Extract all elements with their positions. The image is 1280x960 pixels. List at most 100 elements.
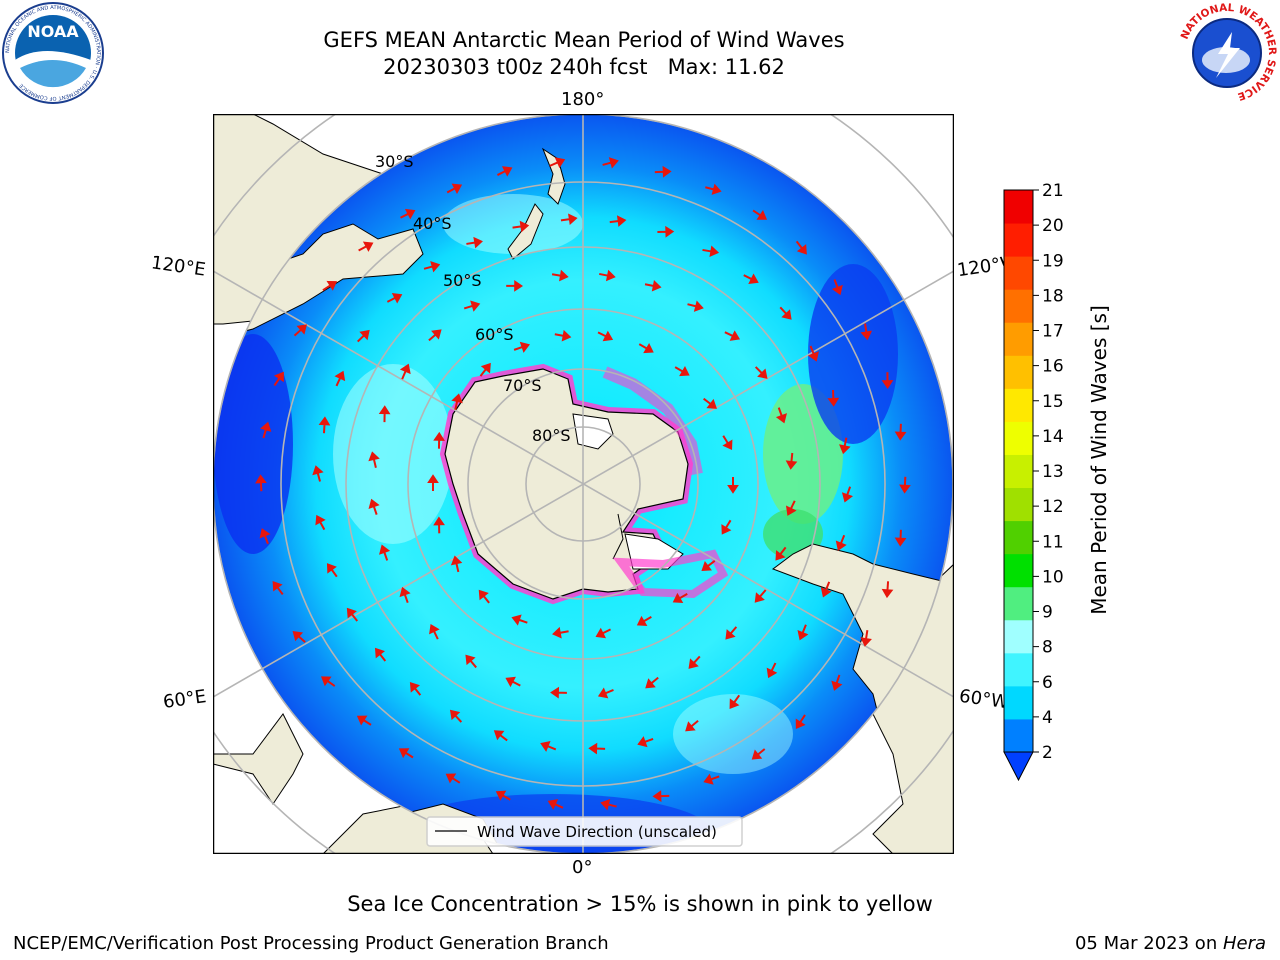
wave-direction-arrow — [752, 209, 768, 220]
lat-label-40s: 40°S — [413, 214, 452, 233]
wave-direction-arrow — [841, 486, 854, 503]
wave-direction-arrow — [399, 586, 411, 604]
lat-label-70s: 70°S — [503, 376, 542, 395]
wave-direction-arrow — [795, 240, 807, 255]
wave-direction-arrow — [322, 280, 338, 292]
wave-direction-arrow — [657, 225, 675, 238]
wave-direction-arrow — [549, 157, 566, 169]
colorbar-bin — [1004, 619, 1033, 654]
wave-direction-arrow — [540, 740, 557, 752]
wave-direction-arrow — [292, 631, 306, 643]
wave-direction-arrow — [399, 363, 411, 380]
colorbar-bin — [1004, 718, 1033, 753]
colorbar-bin — [1004, 355, 1033, 389]
wave-direction-arrow — [894, 529, 907, 547]
colorbar-bin — [1004, 223, 1033, 257]
wave-direction-arrow — [637, 736, 654, 748]
wave-direction-arrow — [595, 627, 612, 639]
wave-direction-arrow — [831, 279, 843, 296]
wave-direction-arrow — [687, 300, 704, 312]
wave-direction-arrow — [881, 372, 894, 390]
wave-direction-arrow — [386, 293, 403, 304]
wave-direction-arrow — [636, 615, 652, 626]
wave-direction-arrow — [899, 476, 911, 494]
wave-direction-arrow — [860, 630, 872, 647]
wave-direction-arrow — [652, 790, 670, 802]
wave-direction-arrow — [259, 528, 271, 545]
colorbar-ticks: 2 4 6 8 9 10 11 12 13 14 15 16 17 18 19 20 21 — [1033, 181, 1064, 763]
colorbar-bin — [1004, 520, 1033, 555]
colorbar-tick-label: 18 — [1042, 286, 1064, 306]
wave-direction-arrow — [703, 397, 717, 409]
wave-direction-arrow — [466, 236, 483, 249]
wave-direction-arrow — [831, 674, 843, 691]
title-line-1: GEFS MEAN Antarctic Mean Period of Wind … — [323, 28, 845, 52]
polar-map: 30°S 40°S 50°S 60°S 70°S 80°S Wind Wave … — [213, 114, 954, 854]
nws-logo-icon: NATIONAL WEATHER SERVICE — [1177, 2, 1278, 103]
colorbar-tick-label: 15 — [1042, 392, 1064, 412]
wave-direction-arrow — [428, 329, 442, 342]
colorbar-bin — [1004, 190, 1033, 224]
colorbar-tick-label: 12 — [1042, 497, 1064, 517]
wave-direction-arrow — [398, 748, 414, 759]
wave-direction-arrow — [356, 329, 370, 343]
wave-direction-arrow — [272, 580, 284, 595]
wave-direction-arrow — [807, 345, 819, 362]
wave-direction-arrow — [685, 719, 699, 732]
wave-direction-arrow — [743, 273, 759, 284]
wave-direction-arrow — [547, 799, 564, 810]
wave-direction-arrow — [356, 715, 372, 726]
colorbar-bin — [1004, 454, 1033, 489]
wave-direction-arrow — [445, 773, 461, 784]
wave-direction-arrow — [701, 560, 716, 572]
wave-direction-arrow — [554, 329, 572, 342]
colorbar-tick-label: 21 — [1042, 181, 1064, 201]
colorbar-bin — [1004, 685, 1033, 720]
wave-direction-arrow — [602, 157, 619, 169]
wave-direction-arrow — [493, 730, 508, 742]
wave-direction-arrow — [775, 407, 787, 424]
colorbar-tick-label: 6 — [1042, 673, 1053, 693]
wave-direction-arrow — [795, 714, 806, 730]
wave-direction-arrow — [378, 405, 391, 423]
wave-direction-arrow — [688, 655, 701, 669]
legend-label: Wind Wave Direction (unscaled) — [477, 823, 717, 841]
wave-direction-arrow — [505, 676, 521, 688]
wave-direction-arrow — [433, 516, 445, 534]
lat-label-50s: 50°S — [443, 271, 482, 290]
wave-direction-arrow — [779, 306, 792, 320]
wave-direction-arrow — [550, 686, 567, 699]
colorbar-tick-label: 17 — [1042, 322, 1064, 342]
wave-direction-arrow — [672, 592, 688, 603]
colorbar-tick-label: 11 — [1042, 532, 1064, 552]
chart-title: GEFS MEAN Antarctic Mean Period of Wind … — [284, 27, 884, 81]
wave-direction-arrow — [315, 514, 326, 531]
lon-label-120e: 120°E — [149, 252, 207, 281]
wave-direction-arrow — [368, 451, 380, 468]
noaa-logo-icon: NOAA NATIONAL OCEANIC AND ATMOSPHERIC AD… — [2, 2, 104, 104]
wave-direction-arrow — [423, 261, 441, 273]
colorbar-tick-label: 8 — [1042, 638, 1053, 658]
wave-direction-arrow — [754, 366, 768, 379]
producer-branch: NCEP/EMC/Verification Post Processing Pr… — [13, 933, 609, 954]
wave-direction-arrow — [400, 208, 416, 220]
wave-direction-arrow — [644, 280, 662, 292]
lon-label-180: 180° — [561, 89, 605, 110]
wave-period-patches — [213, 114, 953, 854]
title-line-2: 20230303 t00z 240h fcst Max: 11.62 — [383, 55, 785, 79]
wave-direction-arrow — [724, 330, 741, 341]
wave-direction-arrow — [346, 607, 359, 622]
wave-direction-arrow — [446, 183, 463, 194]
colorbar-bin — [1004, 256, 1033, 290]
wave-direction-arrow — [273, 371, 284, 387]
colorbar-extend-triangle — [1003, 751, 1034, 782]
wave-direction-arrow — [451, 393, 463, 410]
colorbar-bin — [1004, 421, 1033, 455]
wave-direction-arrow — [260, 421, 272, 439]
colorbar-bin — [1004, 487, 1033, 522]
svg-text:NOAA: NOAA — [27, 22, 79, 41]
wave-direction-arrow — [433, 431, 445, 449]
wave-direction-arrow — [600, 798, 617, 811]
wave-direction-arrow — [465, 654, 477, 669]
wave-direction-arrow — [820, 581, 832, 598]
